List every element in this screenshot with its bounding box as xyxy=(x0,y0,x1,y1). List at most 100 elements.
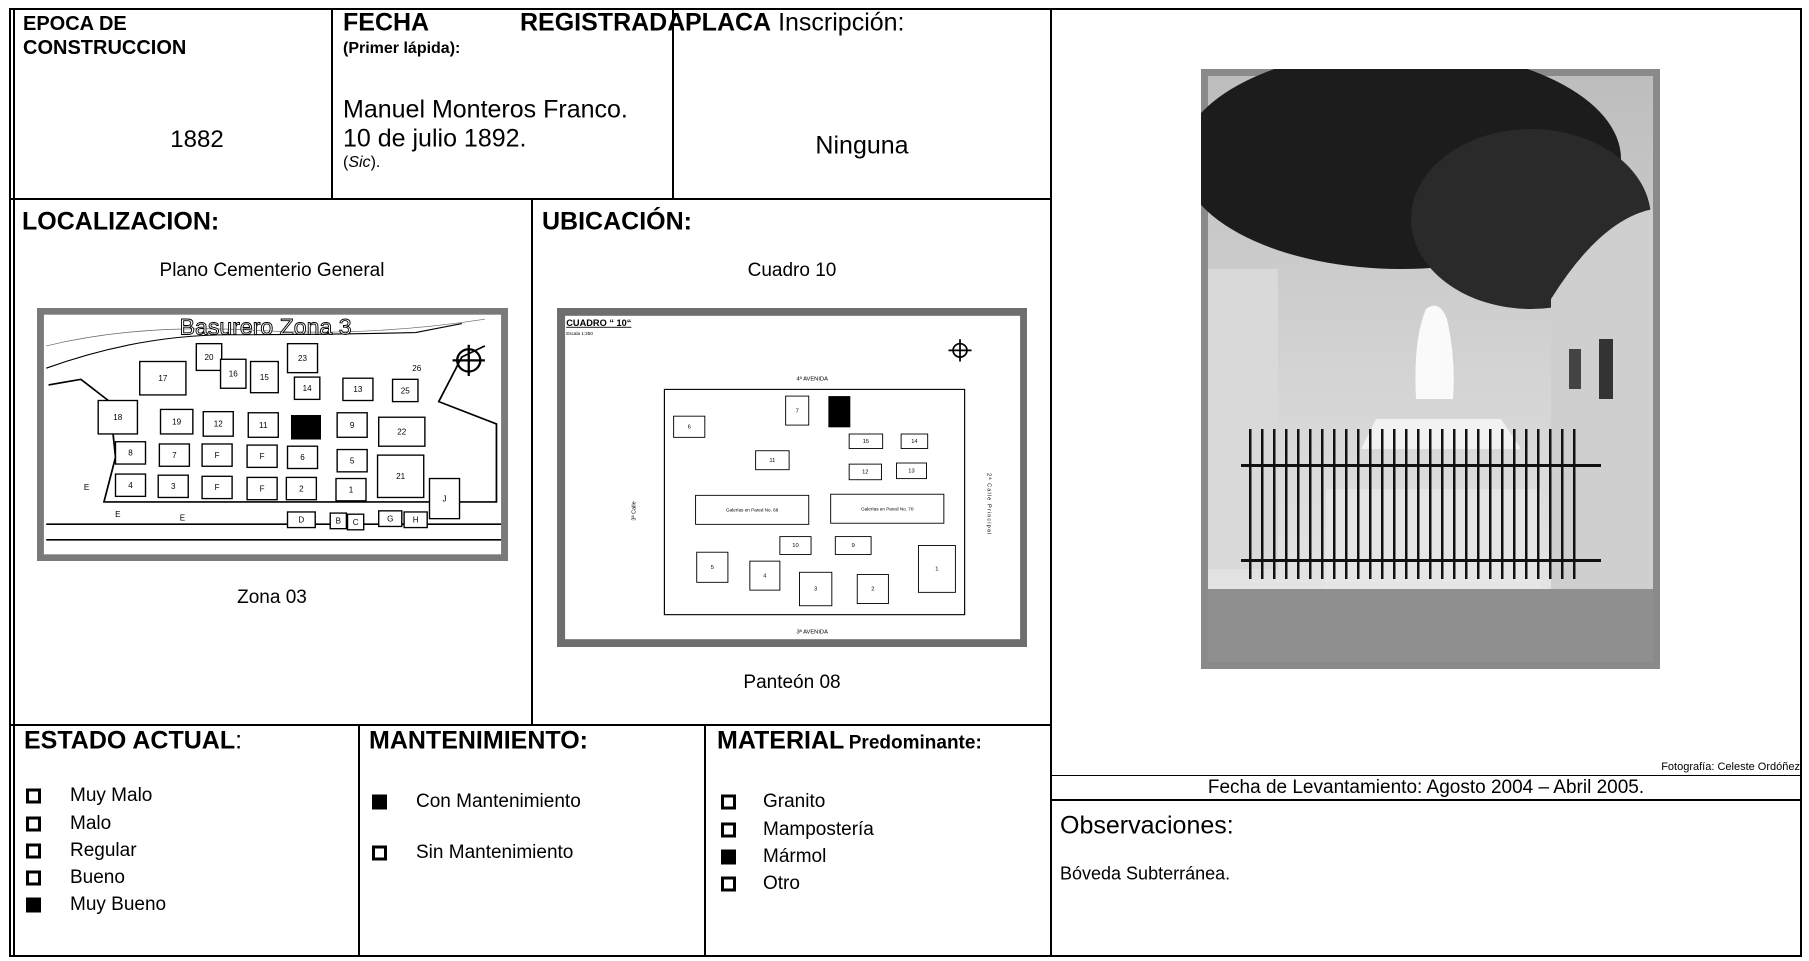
map-block xyxy=(286,342,319,374)
block-label: 23 xyxy=(298,354,308,363)
selected-block xyxy=(290,414,321,440)
map-block xyxy=(157,474,189,499)
photo-credit: Fotografía: Celeste Ordóñez xyxy=(1661,761,1800,773)
block-label: F xyxy=(260,452,265,461)
map-box xyxy=(696,551,729,583)
fecha-sublabel: (Primer lápida): xyxy=(343,40,461,57)
map-block xyxy=(114,441,147,465)
map-block xyxy=(336,412,368,438)
map-scale: Escala 1:250 xyxy=(566,331,593,336)
box-label: 6 xyxy=(688,425,691,431)
contour xyxy=(46,318,485,347)
border xyxy=(9,955,1802,957)
map-block xyxy=(159,408,194,435)
map-box xyxy=(856,574,889,604)
map-block xyxy=(293,376,321,401)
block-label: 17 xyxy=(158,374,168,383)
statue xyxy=(1415,305,1454,399)
block-label: 14 xyxy=(303,384,313,393)
block-label: 8 xyxy=(128,449,133,458)
block-label: F xyxy=(215,451,220,460)
fecha-levantamiento: Fecha de Levantamiento: Agosto 2004 – Ab… xyxy=(1207,777,1645,798)
estado-colon: : xyxy=(235,726,243,755)
map-box xyxy=(673,415,706,438)
block-label: 13 xyxy=(353,385,363,394)
map-block xyxy=(336,448,368,473)
box-label: 2 xyxy=(871,587,874,593)
border xyxy=(672,8,674,199)
box-label: 3 xyxy=(814,587,817,593)
border xyxy=(1051,799,1802,801)
map-box xyxy=(848,463,882,481)
border xyxy=(9,9,11,957)
estado-label: ESTADO ACTUAL: xyxy=(24,727,242,756)
block-label: F xyxy=(260,484,265,493)
block-label: 5 xyxy=(350,457,355,466)
map-ubicacion: CUADRO “ 10“ Escala 1:250 4ª AVENIDA 3ª … xyxy=(557,308,1027,647)
note-part: ( xyxy=(343,154,349,171)
checkbox xyxy=(26,897,41,913)
street-label: 2ª Calle Principal xyxy=(986,473,993,535)
map-box xyxy=(917,545,956,593)
check-item: Sin Mantenimiento xyxy=(416,842,574,863)
street-label: 4ª AVENIDA xyxy=(796,376,828,383)
block-label: 16 xyxy=(229,370,239,379)
map-block xyxy=(97,399,139,435)
block-label: 11 xyxy=(259,421,268,430)
checkbox xyxy=(721,794,736,810)
boundary xyxy=(48,345,498,503)
map-block xyxy=(391,378,419,403)
ubicacion-label: UBICACIÓN: xyxy=(542,207,692,236)
map-block xyxy=(346,513,365,531)
border xyxy=(1800,8,1802,957)
box-label: 7 xyxy=(796,408,799,414)
ubicacion-footer: Panteón 08 xyxy=(743,672,841,693)
check-item: Bueno xyxy=(70,867,125,888)
ground xyxy=(1208,589,1653,662)
box-label: 14 xyxy=(911,439,917,445)
block-label: J xyxy=(442,494,446,503)
map-box xyxy=(900,433,929,449)
border xyxy=(9,198,1052,200)
check-item: Muy Bueno xyxy=(70,894,167,915)
map-block xyxy=(378,510,403,528)
block-label: 22 xyxy=(397,428,407,437)
block-label: 20 xyxy=(205,353,215,362)
map-box xyxy=(755,450,790,471)
block-label: 9 xyxy=(350,421,355,430)
checkbox xyxy=(26,870,41,886)
observaciones-label: Observaciones: xyxy=(1060,811,1234,840)
checkbox xyxy=(372,794,387,810)
block-label: E xyxy=(84,483,89,492)
map-box xyxy=(848,433,884,449)
checkbox xyxy=(26,843,41,859)
estado-title: ESTADO ACTUAL xyxy=(24,726,236,755)
mantenimiento-label: MANTENIMIENTO: xyxy=(369,726,588,755)
box-label: 13 xyxy=(908,469,914,475)
block-label: 19 xyxy=(172,418,182,427)
box-label: Galerías en Pared No. 70 xyxy=(861,506,914,511)
map-block xyxy=(139,360,187,396)
box-label: 15 xyxy=(863,439,869,445)
material-sub: Predominante: xyxy=(848,732,982,754)
box-label: 4 xyxy=(763,573,766,579)
block-label: D xyxy=(298,516,304,525)
checkbox xyxy=(26,788,41,804)
check-item: Con Mantenimiento xyxy=(416,791,581,812)
block-label: 26 xyxy=(412,364,422,373)
contour xyxy=(46,323,462,369)
map-block xyxy=(219,358,247,389)
fence-rail xyxy=(1241,464,1601,467)
map-block xyxy=(285,476,318,501)
map-block xyxy=(329,512,348,530)
placa-sub: Inscripción: xyxy=(778,8,905,37)
map-box xyxy=(749,560,781,591)
box-label: 11 xyxy=(769,458,775,464)
block-outline xyxy=(663,388,966,616)
map-block xyxy=(286,511,316,529)
border xyxy=(1051,775,1802,776)
checkbox xyxy=(721,849,736,865)
fecha-note: (Sic). xyxy=(343,154,380,172)
